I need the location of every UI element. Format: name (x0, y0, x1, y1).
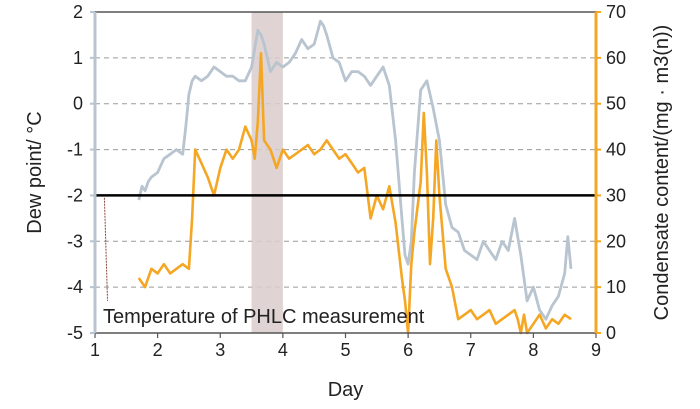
series-line-2 (137, 51, 572, 335)
y-right-tick-label: 30 (606, 185, 626, 205)
x-tick-label: 7 (466, 340, 476, 360)
y-left-tick-label: 1 (73, 48, 83, 68)
x-axis-title: Day (328, 379, 364, 401)
y-right-tick-label: 0 (606, 323, 616, 343)
series-line-1 (137, 19, 573, 321)
annotation-leader-line (103, 197, 109, 301)
y-right-tick-label: 60 (606, 48, 626, 68)
y-right-tick-label: 50 (606, 94, 626, 114)
y-left-tick-label: -2 (67, 185, 83, 205)
y-left-tick-labels: 2 1 0 -1 -2 -3 -4 -5 (67, 2, 95, 343)
axes-frame (93, 11, 598, 334)
y-left-tick-label: 2 (73, 2, 83, 22)
y-left-axis-title: Dew point/ °C (24, 111, 46, 234)
y-right-tick-label: 20 (606, 231, 626, 251)
x-tick-label: 3 (215, 340, 225, 360)
y-left-tick-label: -1 (67, 140, 83, 160)
x-tick-labels: 1 2 3 4 5 6 7 8 9 (90, 333, 601, 360)
x-tick-label: 6 (403, 340, 413, 360)
x-tick-label: 4 (278, 340, 288, 360)
x-tick-label: 1 (90, 340, 100, 360)
y-left-tick-label: 0 (73, 94, 83, 114)
y-left-tick-label: -3 (67, 231, 83, 251)
series-layer (137, 19, 573, 335)
y-right-tick-labels: 70 60 50 40 30 20 10 0 (596, 2, 626, 343)
y-right-tick-label: 10 (606, 277, 626, 297)
y-left-tick-label: -5 (67, 323, 83, 343)
x-tick-label: 2 (153, 340, 163, 360)
y-right-tick-label: 40 (606, 140, 626, 160)
y-left-tick-label: -4 (67, 277, 83, 297)
annotation-text: Temperature of PHLC measurement (103, 306, 425, 328)
shaded-band (251, 12, 283, 333)
x-tick-label: 9 (591, 340, 601, 360)
x-tick-label: 5 (340, 340, 350, 360)
y-right-axis-title: Condensate content/(mg · m3(n)) (651, 25, 673, 321)
x-tick-label: 8 (528, 340, 538, 360)
y-right-tick-label: 70 (606, 2, 626, 22)
